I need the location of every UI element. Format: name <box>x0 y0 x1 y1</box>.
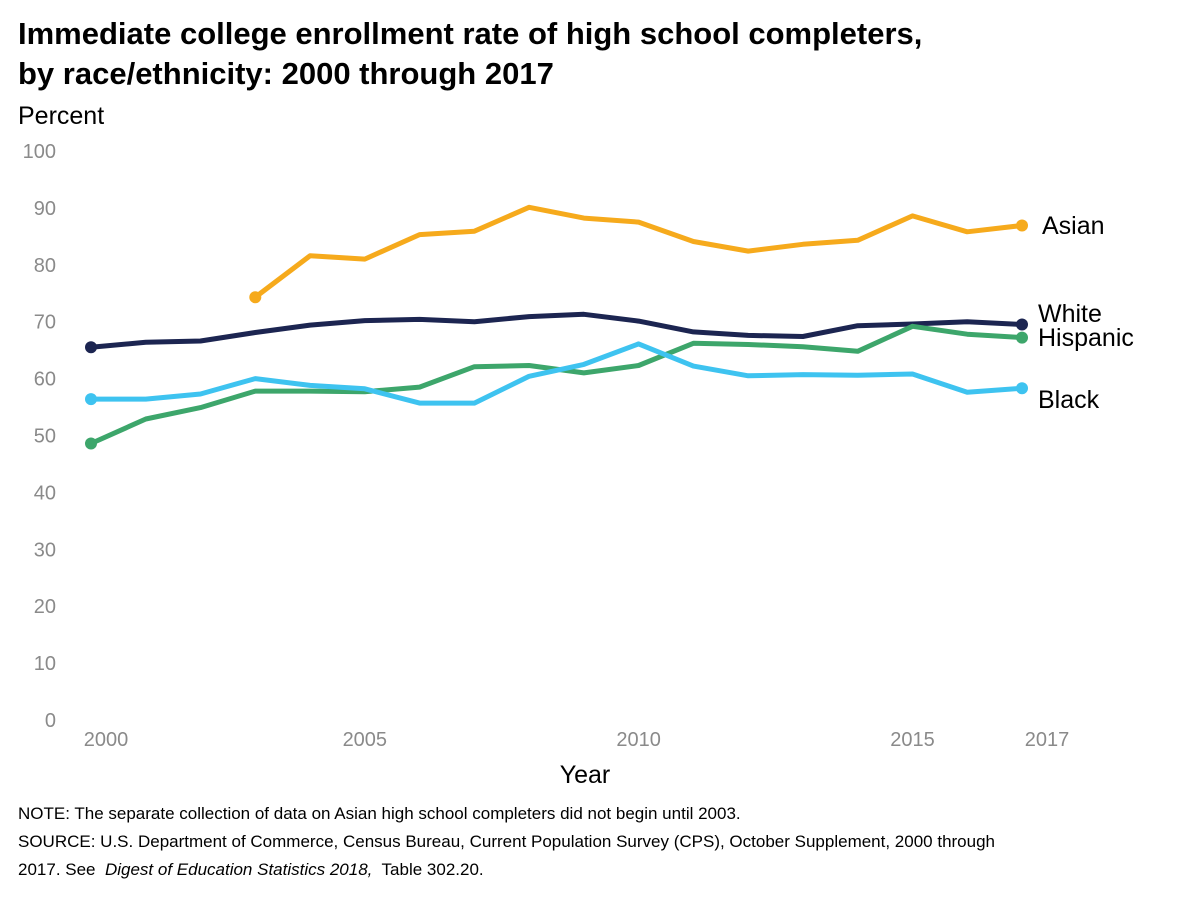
x-tick-label: 2015 <box>890 729 935 751</box>
y-tick-label: 70 <box>34 312 56 334</box>
chart-title-line-2: by race/ethnicity: 2000 through 2017 <box>18 56 554 91</box>
y-tick-label: 30 <box>34 539 56 561</box>
y-tick-label: 50 <box>34 426 56 448</box>
series-label-hispanic: Hispanic <box>1038 324 1134 352</box>
chart-title: Immediate college enrollment rate of hig… <box>18 14 922 94</box>
y-tick-label: 0 <box>45 710 56 732</box>
y-tick-label: 100 <box>23 141 56 163</box>
x-tick-label: 2017 <box>1025 729 1070 751</box>
y-axis-ticks: 0 10 20 30 40 50 60 70 80 90 100 <box>23 141 56 732</box>
series-line-white <box>88 311 1025 350</box>
series-label-asian: Asian <box>1042 212 1105 240</box>
series-label-black: Black <box>1038 386 1100 414</box>
series-start-point-asian <box>249 291 262 304</box>
x-tick-label: 2005 <box>343 729 388 751</box>
x-axis-ticks: 2000 2005 2010 2015 2017 <box>84 729 1070 751</box>
y-tick-label: 60 <box>34 369 56 391</box>
y-tick-label: 10 <box>34 653 56 675</box>
y-tick-label: 20 <box>34 596 56 618</box>
series-line-asian <box>252 204 1025 300</box>
y-tick-label: 40 <box>34 482 56 504</box>
source-see: 2017. See <box>18 860 96 879</box>
series-label-white: White <box>1038 300 1102 328</box>
chart-title-line-1: Immediate college enrollment rate of hig… <box>18 16 923 51</box>
x-axis-label: Year <box>560 761 611 789</box>
x-tick-label: 2000 <box>84 729 129 751</box>
series-line-black <box>88 341 1025 406</box>
series-end-point-white <box>1016 318 1028 331</box>
series-end-point-hispanic <box>1016 331 1028 344</box>
x-tick-label: 2010 <box>616 729 661 751</box>
series-end-point-black <box>1016 382 1028 395</box>
series-start-point-white <box>85 341 97 354</box>
chart-notes: NOTE: The separate collection of data on… <box>18 800 1183 884</box>
note-text: NOTE: The separate collection of data on… <box>18 804 741 823</box>
series-end-point-asian <box>1016 219 1028 232</box>
y-tick-label: 80 <box>34 255 56 277</box>
series-start-point-black <box>85 393 97 406</box>
series-start-point-hispanic <box>85 437 97 450</box>
source-publication: Digest of Education Statistics 2018, <box>104 860 373 879</box>
source-table: Table 302.20. <box>381 860 484 879</box>
y-tick-label: 90 <box>34 198 56 220</box>
y-axis-label: Percent <box>18 102 104 130</box>
source-line-1: SOURCE: U.S. Department of Commerce, Cen… <box>18 832 996 851</box>
source-line-2: 2017. See Digest of Education Statistics… <box>18 856 1183 884</box>
